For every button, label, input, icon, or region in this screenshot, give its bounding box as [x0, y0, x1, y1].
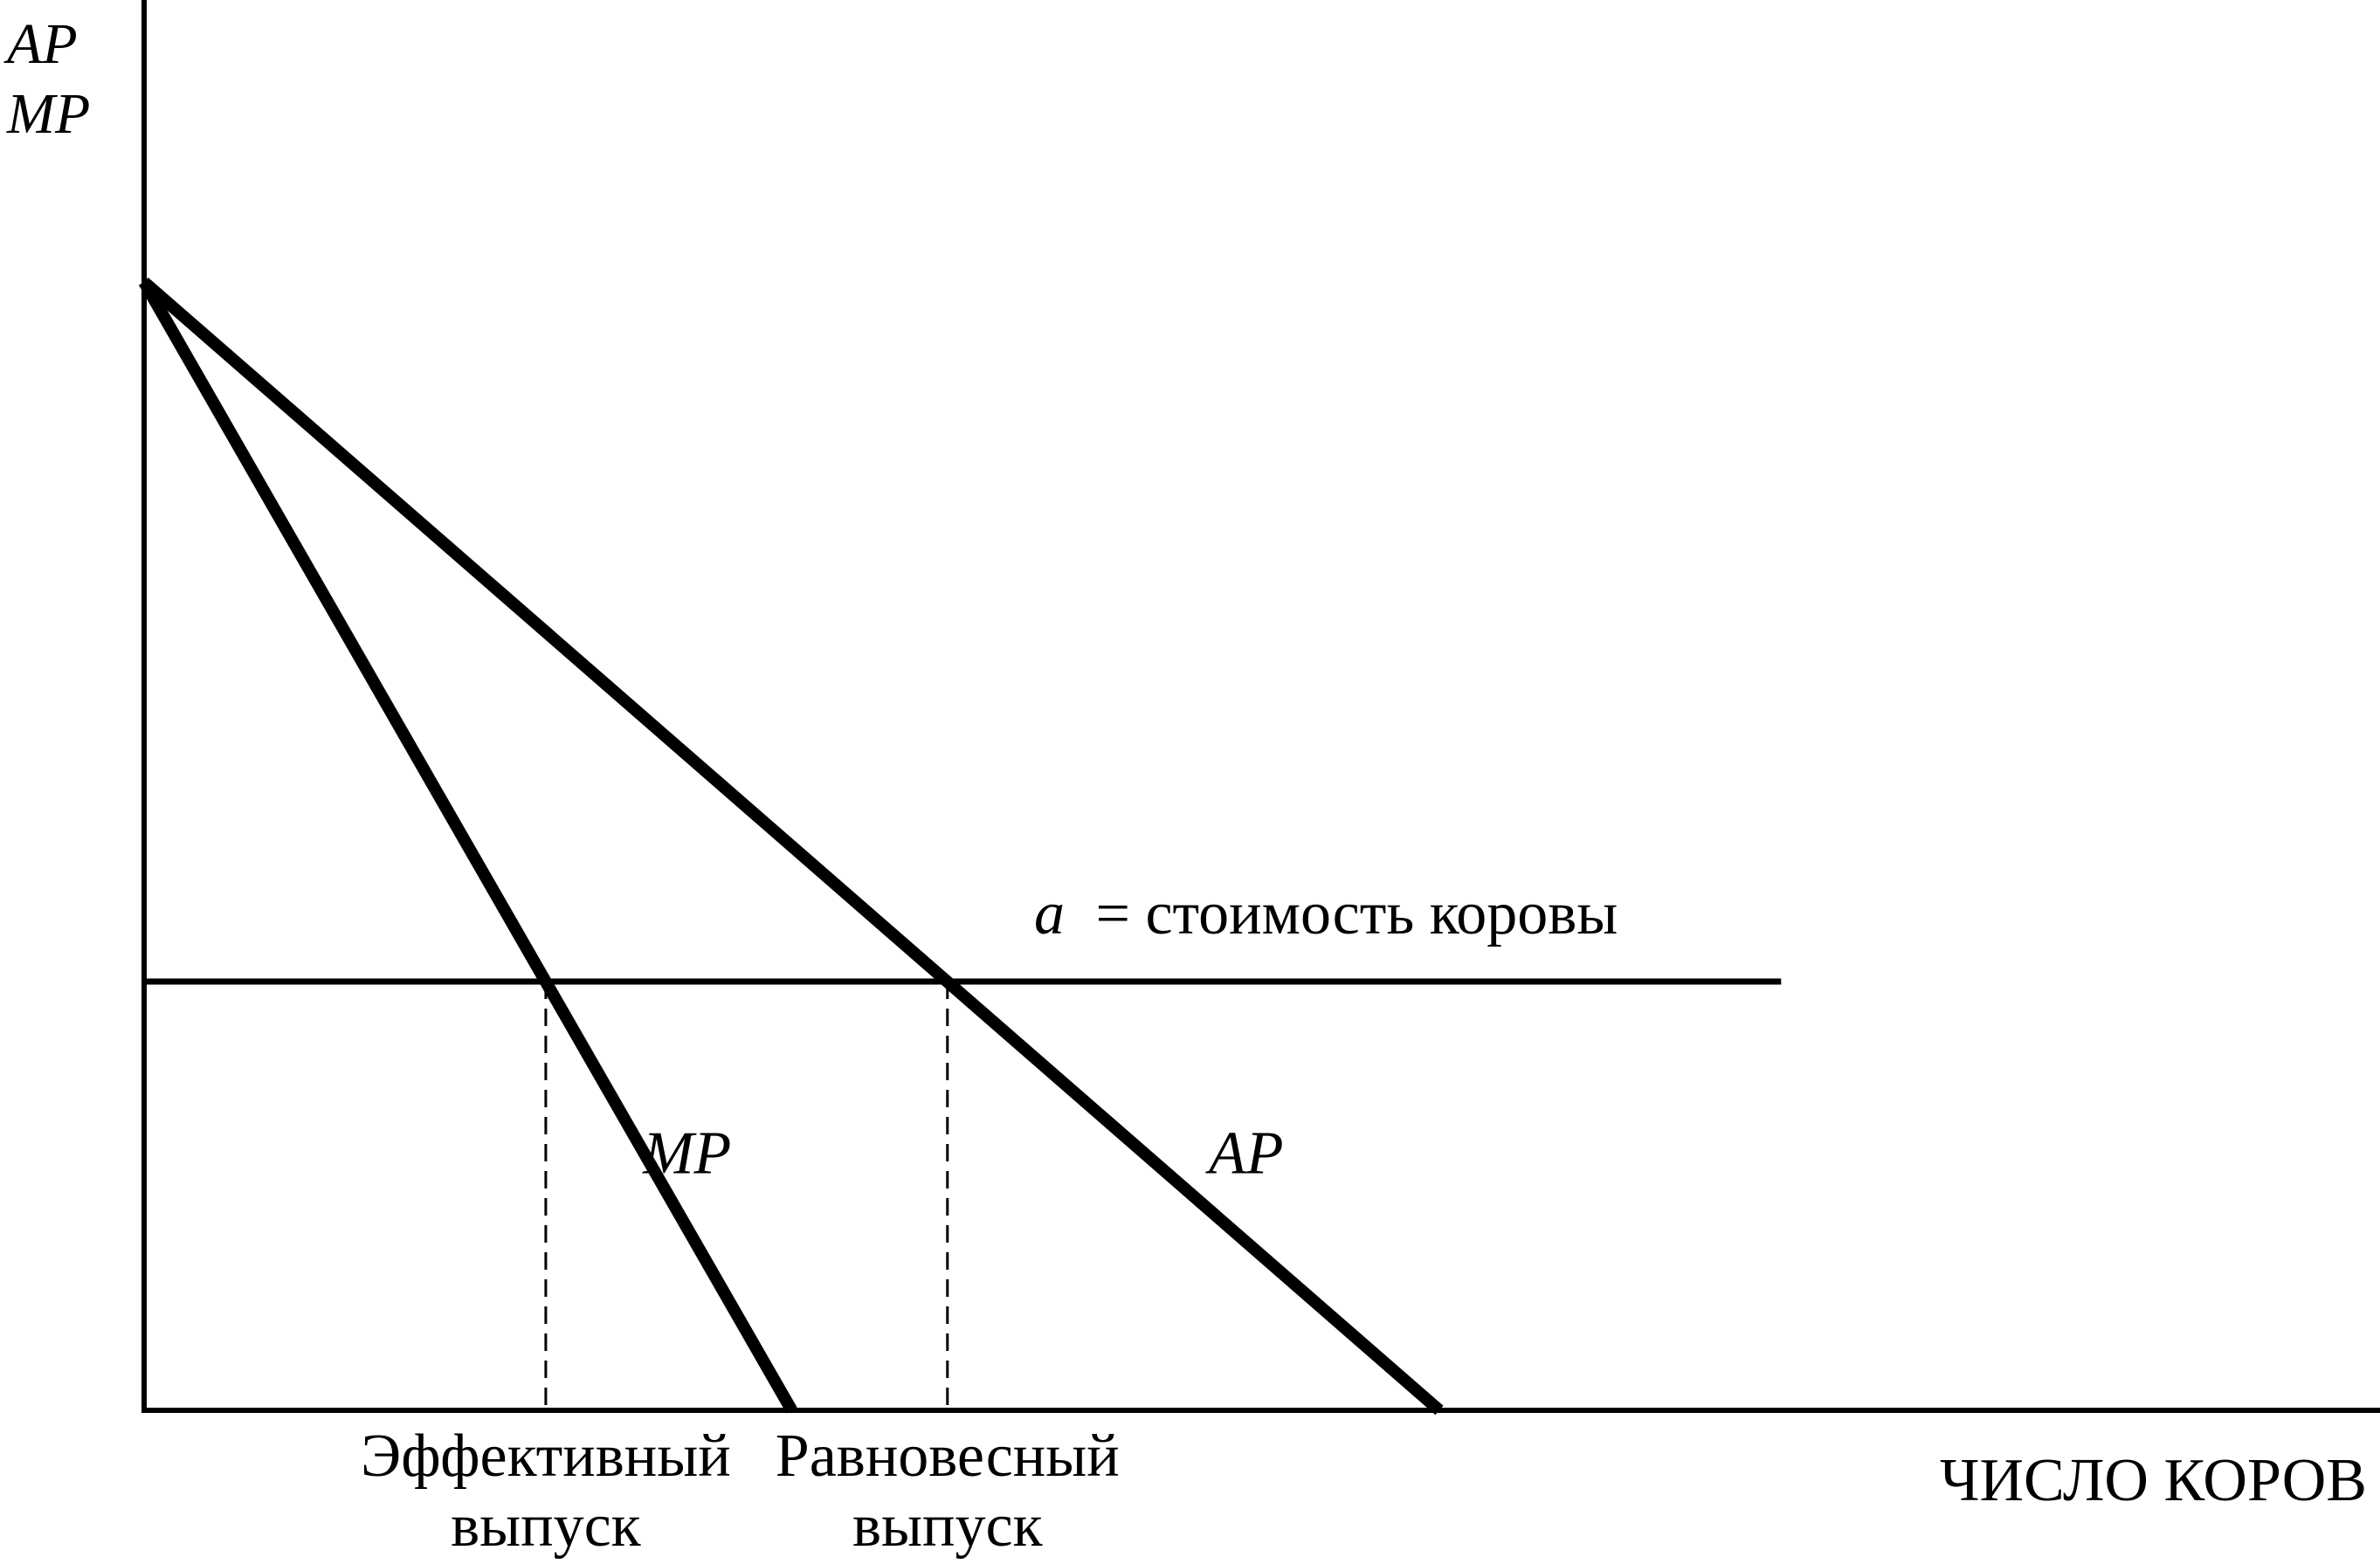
y-axis-title-line-2: MP	[6, 82, 90, 146]
reference-label-equilibrium-line-2: выпуск	[852, 1492, 1044, 1560]
x-axis-title: ЧИСЛО КОРОВ	[1940, 1447, 2367, 1514]
series-label-mp: MP	[642, 1120, 731, 1188]
y-axis-title-line-1: AP	[3, 12, 78, 76]
cost-line-label: a = стоимость коровы	[1034, 880, 1618, 947]
reference-label-efficient-line-2: выпуск	[451, 1492, 642, 1560]
series-label-ap: AP	[1205, 1120, 1284, 1188]
reference-label-efficient-line-1: Эффективный	[361, 1423, 731, 1490]
reference-label-equilibrium-line-1: Равновесный	[776, 1423, 1120, 1490]
cost-label-text: = стоимость коровы	[1095, 880, 1618, 947]
series-line-mp	[138, 279, 797, 1414]
cost-label-variable: a	[1034, 880, 1065, 947]
series-line-ap	[140, 277, 1444, 1416]
